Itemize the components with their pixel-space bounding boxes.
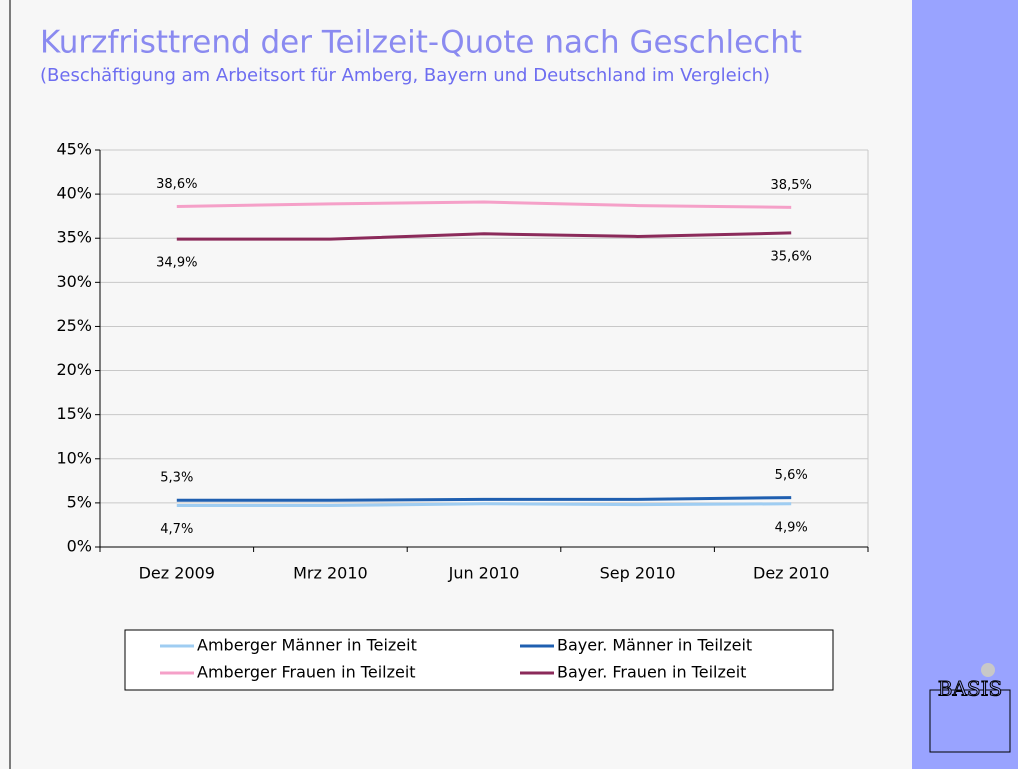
legend-box xyxy=(124,629,834,691)
y-tick-label: 35% xyxy=(56,228,92,247)
data-label: 38,5% xyxy=(771,178,812,193)
data-label: 38,6% xyxy=(156,177,197,192)
y-tick-label: 10% xyxy=(56,448,92,467)
legend-label: Bayer. Frauen in Teilzeit xyxy=(557,663,746,682)
logo: BASIS xyxy=(929,663,1011,753)
y-tick-label: 20% xyxy=(56,360,92,379)
legend-label: Bayer. Männer in Teilzeit xyxy=(557,636,752,655)
logo-frame xyxy=(929,689,1011,753)
series-line xyxy=(176,231,792,241)
chart-title: Kurzfristtrend der Teilzeit-Quote nach G… xyxy=(40,25,802,61)
y-tick-label: 30% xyxy=(56,272,92,291)
data-label: 4,9% xyxy=(775,520,808,535)
y-tick-label: 0% xyxy=(67,537,92,556)
y-tick-label: 15% xyxy=(56,404,92,423)
legend-label: Amberger Frauen in Teilzeit xyxy=(197,663,416,682)
x-tick-label: Mrz 2010 xyxy=(293,564,368,583)
data-label: 5,3% xyxy=(160,471,193,486)
data-label: 35,6% xyxy=(771,249,812,264)
y-tick-label: 25% xyxy=(56,316,92,335)
x-tick-label: Sep 2010 xyxy=(600,564,676,583)
x-tick-label: Jun 2010 xyxy=(448,564,520,583)
x-tick-label: Dez 2009 xyxy=(139,564,215,583)
series-line xyxy=(176,200,792,209)
y-tick-label: 5% xyxy=(67,492,92,511)
data-label: 5,6% xyxy=(775,468,808,483)
x-tick-label: Dez 2010 xyxy=(753,564,829,583)
side-band xyxy=(912,0,1018,769)
logo-text: BASIS xyxy=(938,677,1002,701)
series-line xyxy=(176,502,792,508)
data-label: 34,9% xyxy=(156,256,197,271)
data-label: 4,7% xyxy=(160,522,193,537)
legend-label: Amberger Männer in Teizeit xyxy=(197,636,417,655)
chart-subtitle: (Beschäftigung am Arbeitsort für Amberg,… xyxy=(40,65,770,86)
series-line xyxy=(176,496,792,502)
logo-dot xyxy=(981,663,995,677)
y-tick-label: 40% xyxy=(56,184,92,203)
y-tick-label: 45% xyxy=(56,140,92,159)
